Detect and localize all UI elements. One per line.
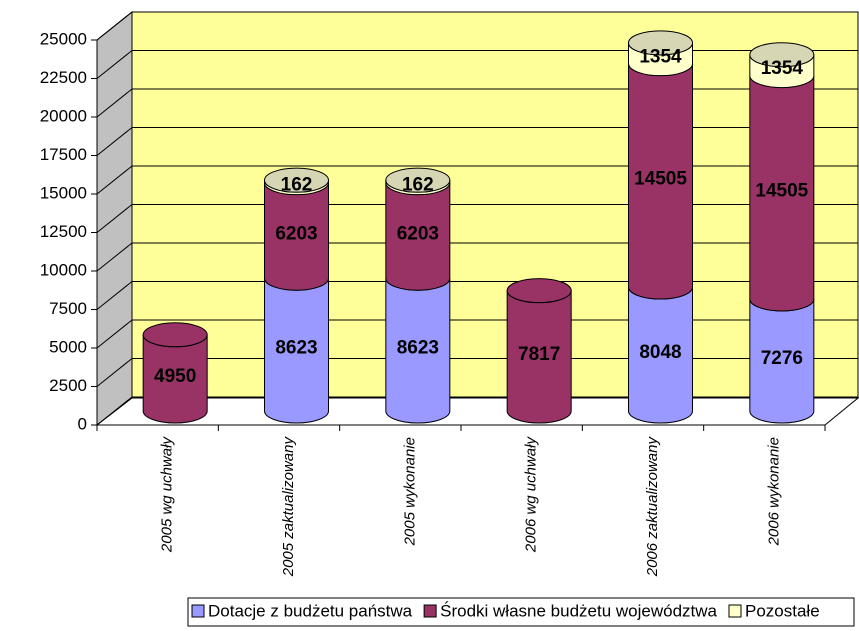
bar-cap (264, 167, 329, 193)
y-tick-label: 5000 (49, 337, 87, 356)
grid-line (96, 165, 133, 195)
y-tick-label: 12500 (40, 222, 87, 241)
data-label: 1354 (639, 46, 682, 67)
data-label: 8048 (639, 342, 681, 363)
legend-label: Pozostałe (745, 601, 820, 620)
grid-line (96, 50, 133, 79)
bar-cap (506, 278, 572, 304)
legend-box (187, 597, 855, 627)
bar-cap (749, 42, 815, 68)
grid-line (96, 11, 133, 41)
x-tick-label: 2005 wykonanie (401, 437, 418, 546)
x-tick-label: 2005 wg uchwały (159, 436, 176, 554)
data-label: 4950 (154, 366, 196, 387)
x-tick-label: 2006 wg uchwały (523, 436, 540, 554)
data-label: 162 (402, 174, 434, 195)
grid-line (96, 358, 133, 387)
bar-cap (628, 30, 693, 56)
data-label: 8623 (397, 338, 439, 359)
bar-cap (142, 322, 208, 348)
y-tick-label: 22500 (40, 68, 87, 87)
y-tick-label: 15000 (40, 183, 87, 202)
legend-swatch (728, 604, 742, 618)
x-tick-label: 2005 zaktualizowany (280, 436, 297, 578)
data-label: 14505 (634, 168, 687, 189)
grid-line (96, 242, 133, 272)
grid-line (96, 88, 133, 118)
floor (95, 397, 859, 426)
grid-line (96, 204, 133, 233)
legend-swatch (423, 604, 437, 618)
y-tick-label: 10000 (40, 260, 87, 279)
data-label: 8623 (275, 338, 317, 359)
y-tick-label: 17500 (40, 145, 87, 164)
y-tick-label: 7500 (49, 299, 87, 318)
y-tick-label: 2500 (49, 376, 87, 395)
y-tick-label: 0 (78, 414, 87, 433)
legend-label: Dotacje z budżetu państwa (208, 601, 413, 620)
grid-line (96, 281, 133, 310)
data-label: 14505 (755, 180, 808, 201)
grid-line (96, 319, 133, 349)
x-tick-label: 2006 wykonanie (765, 437, 782, 546)
y-tick-label: 20000 (40, 106, 87, 125)
y-tick-label: 25000 (40, 29, 87, 48)
legend-label: Środki własne budżetu województwa (440, 601, 717, 620)
bar-cap (385, 167, 451, 193)
data-label: 7276 (761, 348, 803, 369)
grid-line (96, 396, 133, 426)
data-label: 1354 (761, 58, 804, 79)
legend-swatch (191, 604, 205, 618)
data-label: 7817 (518, 344, 560, 365)
data-label: 6203 (397, 223, 439, 244)
x-tick-label: 2006 zaktualizowany (644, 436, 661, 578)
data-label: 6203 (275, 223, 317, 244)
data-label: 162 (281, 174, 313, 195)
grid-line (96, 127, 133, 156)
